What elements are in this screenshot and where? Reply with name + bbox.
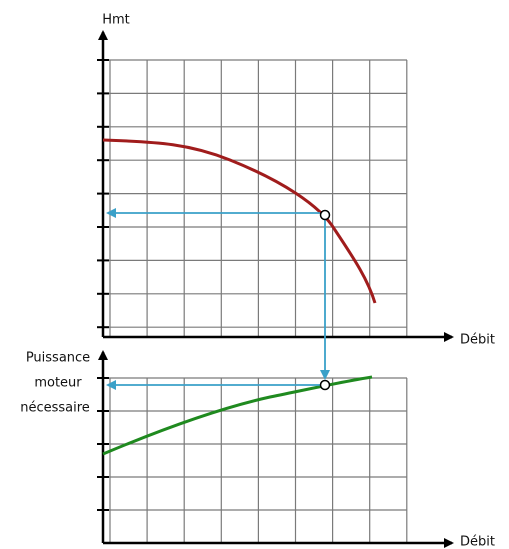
top-y-label: Hmt: [102, 13, 130, 28]
top-grid: [97, 59, 408, 337]
bottom-y-label-line: Puissance: [26, 351, 90, 366]
operating-point: [319, 209, 331, 221]
pump-curve: [102, 138, 377, 304]
bottom-grid: [97, 377, 408, 543]
power-point: [319, 379, 331, 391]
power-curve: [102, 375, 373, 456]
bottom-x-label: Débit: [460, 535, 495, 549]
bottom-y-label-line: moteur: [34, 376, 82, 391]
bottom-y-label-line: nécessaire: [20, 401, 90, 416]
top-x-label: Débit: [460, 333, 495, 348]
